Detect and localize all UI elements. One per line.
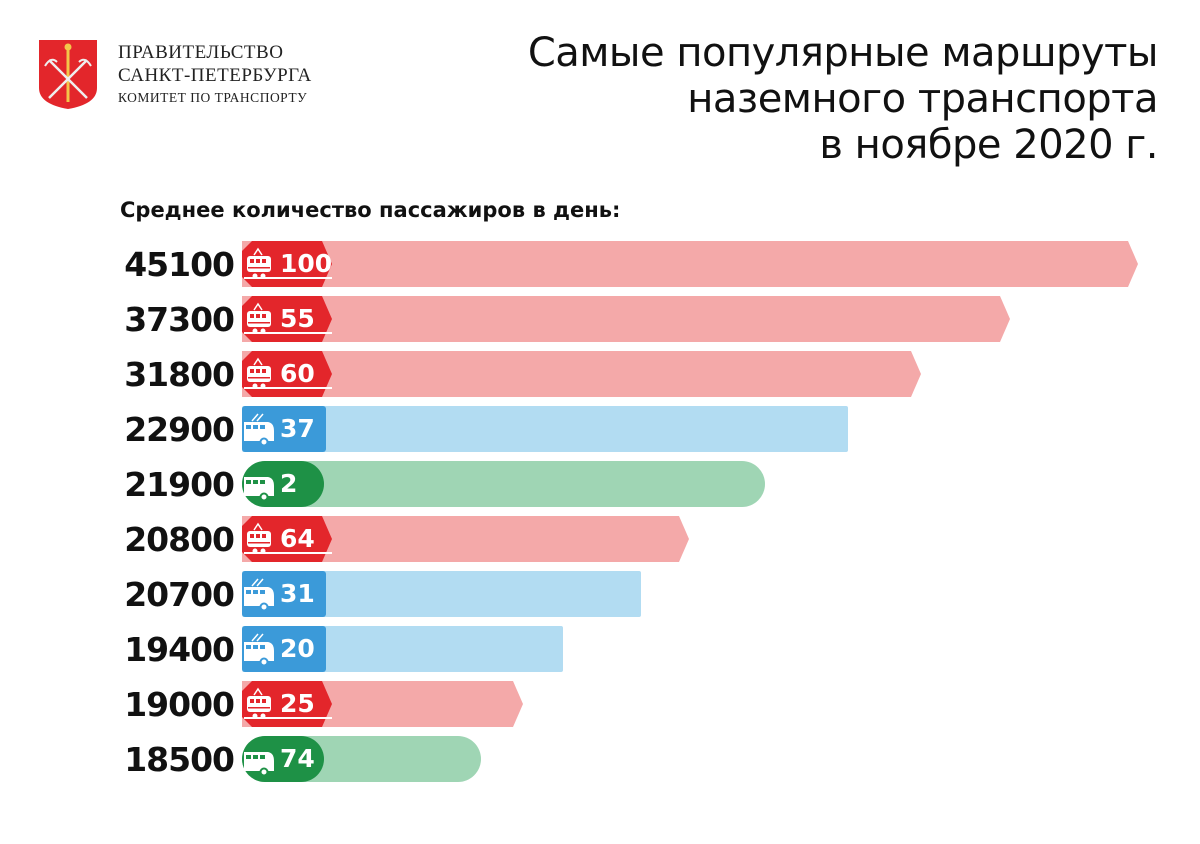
route-badge-shape — [242, 296, 332, 342]
route-badge: 64 — [242, 516, 332, 562]
bar-row: 22900 37 — [0, 406, 1200, 452]
route-badge: 2 — [242, 461, 332, 507]
route-badge-shape — [242, 241, 332, 287]
title-line-2: наземного транспорта — [687, 76, 1158, 122]
passenger-count-label: 19400 — [124, 630, 235, 669]
route-badge: 55 — [242, 296, 332, 342]
tram-icon — [244, 687, 332, 719]
org-name-line1: ПРАВИТЕЛЬСТВО — [118, 42, 284, 63]
route-number: 2 — [280, 469, 298, 498]
org-name-line3: КОМИТЕТ ПО ТРАНСПОРТУ — [118, 90, 308, 105]
passenger-count-label: 31800 — [124, 355, 235, 394]
title-line-1: Самые популярные маршруты — [527, 30, 1159, 76]
tram-icon — [244, 357, 332, 389]
passenger-count-label: 45100 — [124, 245, 235, 284]
route-badge: 74 — [242, 736, 332, 782]
bar — [242, 296, 1010, 342]
passenger-count-label: 20700 — [124, 575, 235, 614]
bar-row: 19000 25 — [0, 681, 1200, 727]
route-badge: 37 — [242, 406, 332, 452]
bar — [242, 351, 921, 397]
bar — [242, 406, 848, 452]
bar-row: 37300 55 — [0, 296, 1200, 342]
route-badge-shape — [242, 736, 324, 782]
trolleybus-icon — [244, 633, 274, 667]
route-badge-shape — [242, 626, 326, 672]
page-title: Самые популярные маршруты наземного тран… — [527, 30, 1159, 168]
route-badge: 25 — [242, 681, 332, 727]
bar-row: 45100 100 — [0, 241, 1200, 287]
bus-icon — [244, 752, 274, 777]
trolleybus-icon — [244, 578, 274, 612]
bar-row: 19400 20 — [0, 626, 1200, 672]
bar-row: 20800 64 — [0, 516, 1200, 562]
route-number: 25 — [280, 689, 315, 718]
route-badge: 20 — [242, 626, 332, 672]
bar-row: 31800 60 — [0, 351, 1200, 397]
route-number: 100 — [280, 249, 333, 278]
tram-icon — [244, 522, 332, 554]
tram-icon — [244, 302, 332, 334]
passenger-count-label: 18500 — [124, 740, 235, 779]
route-badge-shape — [242, 406, 326, 452]
passenger-count-label: 21900 — [124, 465, 235, 504]
trolleybus-icon — [244, 413, 274, 447]
bus-icon — [244, 477, 274, 502]
route-badge-shape — [242, 571, 326, 617]
route-badge: 60 — [242, 351, 332, 397]
route-number: 64 — [280, 524, 315, 553]
route-number: 37 — [280, 414, 315, 443]
route-badge-shape — [242, 681, 332, 727]
route-number: 20 — [280, 634, 315, 663]
route-badge-shape — [242, 461, 324, 507]
coat-of-arms-logo — [39, 40, 97, 109]
bar — [242, 461, 765, 507]
chart-subtitle: Среднее количество пассажиров в день: — [120, 198, 621, 222]
title-line-3: в ноябре 2020 г. — [819, 122, 1158, 168]
route-number: 31 — [280, 579, 315, 608]
route-badge-shape — [242, 516, 332, 562]
bar — [242, 241, 1138, 287]
route-badge: 100 — [242, 241, 332, 287]
bar-row: 20700 31 — [0, 571, 1200, 617]
passenger-count-label: 22900 — [124, 410, 235, 449]
passenger-count-label: 37300 — [124, 300, 235, 339]
route-badge: 31 — [242, 571, 332, 617]
passenger-count-label: 20800 — [124, 520, 235, 559]
route-number: 74 — [280, 744, 315, 773]
tram-icon — [244, 247, 332, 279]
org-name-line2: САНКТ-ПЕТЕРБУРГА — [118, 65, 312, 86]
route-badge-shape — [242, 351, 332, 397]
bar-row: 18500 74 — [0, 736, 1200, 782]
passenger-count-label: 19000 — [124, 685, 235, 724]
route-number: 55 — [280, 304, 315, 333]
bar — [242, 571, 641, 617]
bar — [242, 516, 689, 562]
bar-row: 21900 2 — [0, 461, 1200, 507]
route-number: 60 — [280, 359, 315, 388]
